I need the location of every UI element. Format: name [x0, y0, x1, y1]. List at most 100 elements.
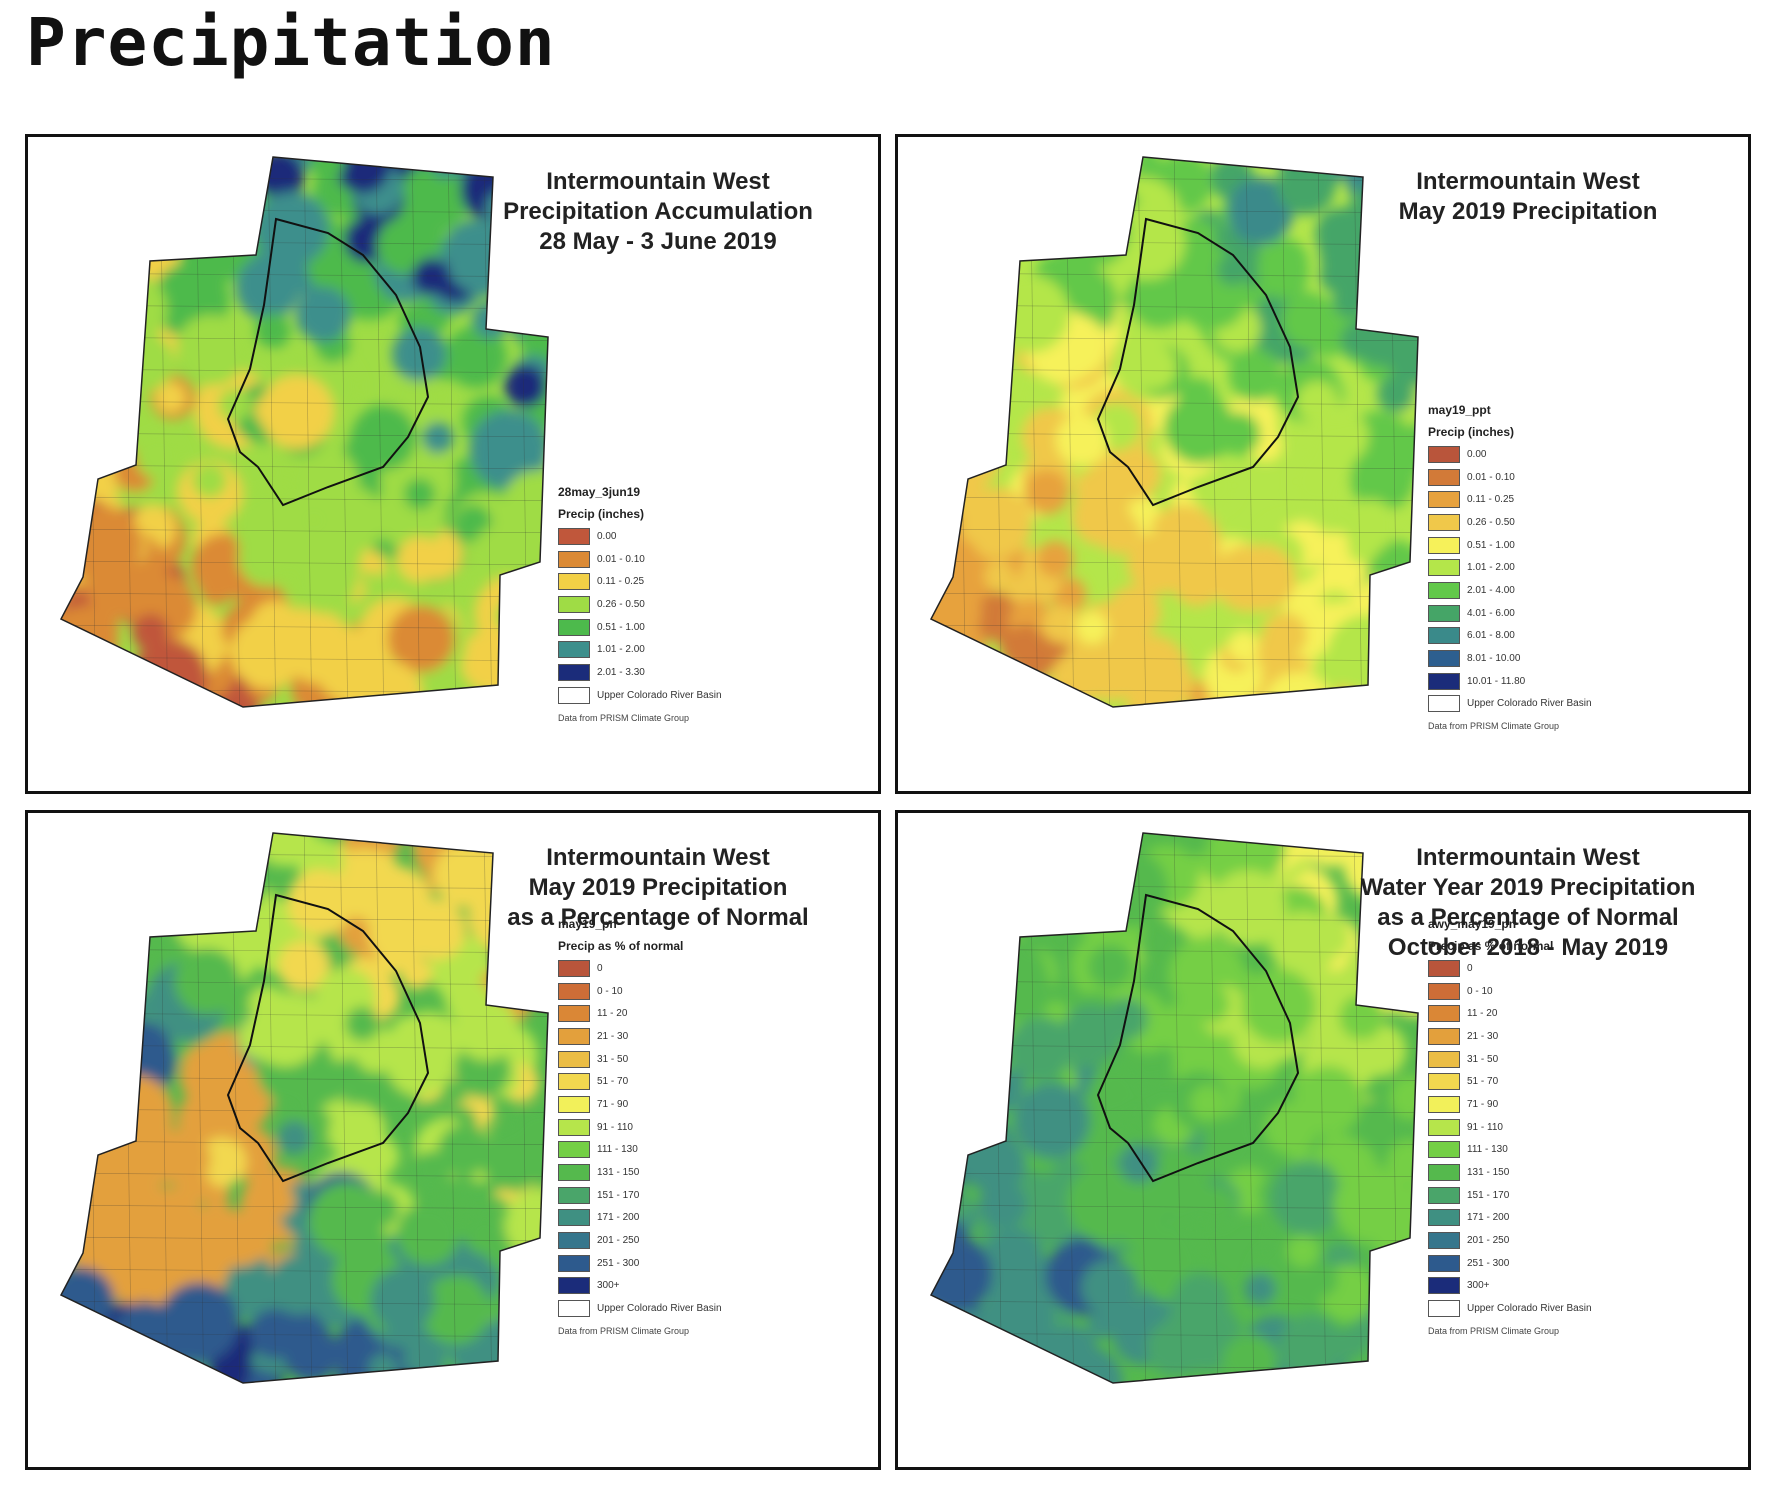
legend-entry: 0.51 - 1.00	[558, 616, 722, 639]
legend-swatch	[558, 982, 590, 1000]
legend-swatch	[558, 959, 590, 977]
legend-label: 0.51 - 1.00	[597, 621, 645, 633]
legend-swatch	[1428, 581, 1460, 599]
legend-label: 0.11 - 0.25	[1467, 494, 1515, 506]
legend-swatch	[558, 1232, 590, 1250]
legend-label: 31 - 50	[597, 1053, 629, 1065]
upper-colorado-basin-outline	[226, 217, 430, 507]
legend-entry: 151 - 170	[558, 1184, 722, 1207]
legend-swatch	[558, 1005, 590, 1023]
map-title: Intermountain West May 2019 Precipitatio…	[1318, 167, 1738, 227]
legend-entry: 51 - 70	[1428, 1070, 1592, 1093]
map-panel-may-percent-normal: Intermountain West May 2019 Precipitatio…	[25, 810, 881, 1470]
legend-swatch	[1428, 1277, 1460, 1295]
legend-swatch	[1428, 1073, 1460, 1091]
legend-swatch	[1428, 559, 1460, 577]
legend-name: awy_may19_pn	[1428, 917, 1517, 931]
legend-swatch	[1428, 536, 1460, 554]
legend-entry: 201 - 250	[1428, 1229, 1592, 1252]
legend-label: 131 - 150	[1467, 1167, 1510, 1179]
map-legend: may19_ppt Precip (inches) 0.00 0.01 - 0.1…	[1428, 399, 1592, 731]
legend-label: Upper Colorado River Basin	[1467, 1303, 1592, 1315]
legend-entry: 131 - 150	[558, 1161, 722, 1184]
legend-swatch	[1428, 650, 1460, 668]
legend-swatch	[558, 550, 590, 568]
legend-subtitle: Precip as % of normal	[558, 939, 684, 953]
region-outline	[59, 156, 549, 708]
legend-entry: Upper Colorado River Basin	[558, 684, 722, 707]
legend-swatch	[1428, 1232, 1460, 1250]
legend-swatch	[558, 1209, 590, 1227]
legend-swatch	[558, 595, 590, 613]
legend-label: 1.01 - 2.00	[597, 644, 645, 656]
legend-label: 31 - 50	[1467, 1053, 1499, 1065]
map-title-line: May 2019 Precipitation	[528, 874, 788, 901]
legend-swatch	[1428, 1005, 1460, 1023]
legend-swatch	[558, 686, 590, 704]
legend-entry: 131 - 150	[1428, 1161, 1592, 1184]
page-title: Precipitation	[26, 4, 556, 81]
legend-swatch	[1428, 982, 1460, 1000]
legend-swatch	[1428, 445, 1460, 463]
legend-label: 171 - 200	[1467, 1212, 1510, 1224]
legend-entry: 171 - 200	[558, 1207, 722, 1230]
legend-entry: 0	[1428, 957, 1592, 980]
upper-colorado-basin-outline	[226, 893, 430, 1183]
legend-items: 0.00 0.01 - 0.10 0.11 - 0.25 0.26 - 0.50 0.5…	[1428, 443, 1592, 715]
legend-swatch	[1428, 1141, 1460, 1159]
map-image	[59, 156, 549, 708]
legend-swatch	[1428, 604, 1460, 622]
legend-swatch	[558, 527, 590, 545]
legend-label: 0.01 - 0.10	[597, 553, 645, 565]
legend-label: 10.01 - 11.80	[1467, 675, 1526, 687]
legend-label: 0.01 - 0.10	[1467, 471, 1515, 483]
legend-swatch	[1428, 959, 1460, 977]
legend-label: 0.26 - 0.50	[597, 598, 645, 610]
legend-swatch	[1428, 491, 1460, 509]
map-title-line: 28 May - 3 June 2019	[539, 228, 777, 255]
legend-credit: Data from PRISM Climate Group	[558, 1326, 690, 1336]
legend-label: 21 - 30	[597, 1030, 629, 1042]
legend-entry: 0.01 - 0.10	[558, 548, 722, 571]
upper-colorado-basin-outline	[1096, 217, 1300, 507]
map-image	[929, 156, 1419, 708]
legend-label: 0 - 10	[597, 985, 623, 997]
legend-swatch	[1428, 1095, 1460, 1113]
legend-label: 0.51 - 1.00	[1467, 539, 1515, 551]
legend-label: 2.01 - 3.30	[597, 666, 645, 678]
map-image	[59, 832, 549, 1384]
legend-swatch	[558, 1027, 590, 1045]
legend-entry: 251 - 300	[558, 1252, 722, 1275]
legend-entry: 71 - 90	[558, 1093, 722, 1116]
legend-label: 151 - 170	[1467, 1189, 1510, 1201]
legend-name: 28may_3jun19	[558, 485, 641, 499]
legend-label: 0.00	[597, 530, 617, 542]
legend-entry: 0.26 - 0.50	[558, 593, 722, 616]
legend-swatch	[558, 1118, 590, 1136]
map-panel-may-precip: Intermountain West May 2019 Precipitatio…	[895, 134, 1751, 794]
legend-label: Upper Colorado River Basin	[597, 689, 722, 701]
legend-label: 111 - 130	[597, 1144, 638, 1156]
legend-entry: 0.11 - 0.25	[1428, 488, 1592, 511]
legend-entry: 151 - 170	[1428, 1184, 1592, 1207]
legend-swatch	[1428, 1300, 1460, 1318]
map-title-line: Intermountain West	[1416, 168, 1640, 195]
legend-entry: Upper Colorado River Basin	[558, 1297, 722, 1320]
legend-swatch	[1428, 695, 1460, 713]
legend-entry: 1.01 - 2.00	[1428, 556, 1592, 579]
legend-entry: 111 - 130	[1428, 1139, 1592, 1162]
legend-label: 21 - 30	[1467, 1030, 1499, 1042]
region-outline	[929, 156, 1419, 708]
map-title: Intermountain West Water Year 2019 Preci…	[1318, 843, 1738, 963]
legend-swatch	[1428, 1027, 1460, 1045]
legend-entry: 0.00	[1428, 443, 1592, 466]
legend-entry: 0.11 - 0.25	[558, 570, 722, 593]
legend-entry: 8.01 - 10.00	[1428, 647, 1592, 670]
legend-entry: Upper Colorado River Basin	[1428, 693, 1592, 716]
legend-swatch	[558, 618, 590, 636]
legend-label: 171 - 200	[597, 1212, 640, 1224]
map-image	[929, 832, 1419, 1384]
legend-entry: 0	[558, 957, 722, 980]
map-legend: may19_pn Precip as % of normal 0 0 - 10 11…	[558, 913, 722, 1336]
legend-label: 0.26 - 0.50	[1467, 516, 1515, 528]
